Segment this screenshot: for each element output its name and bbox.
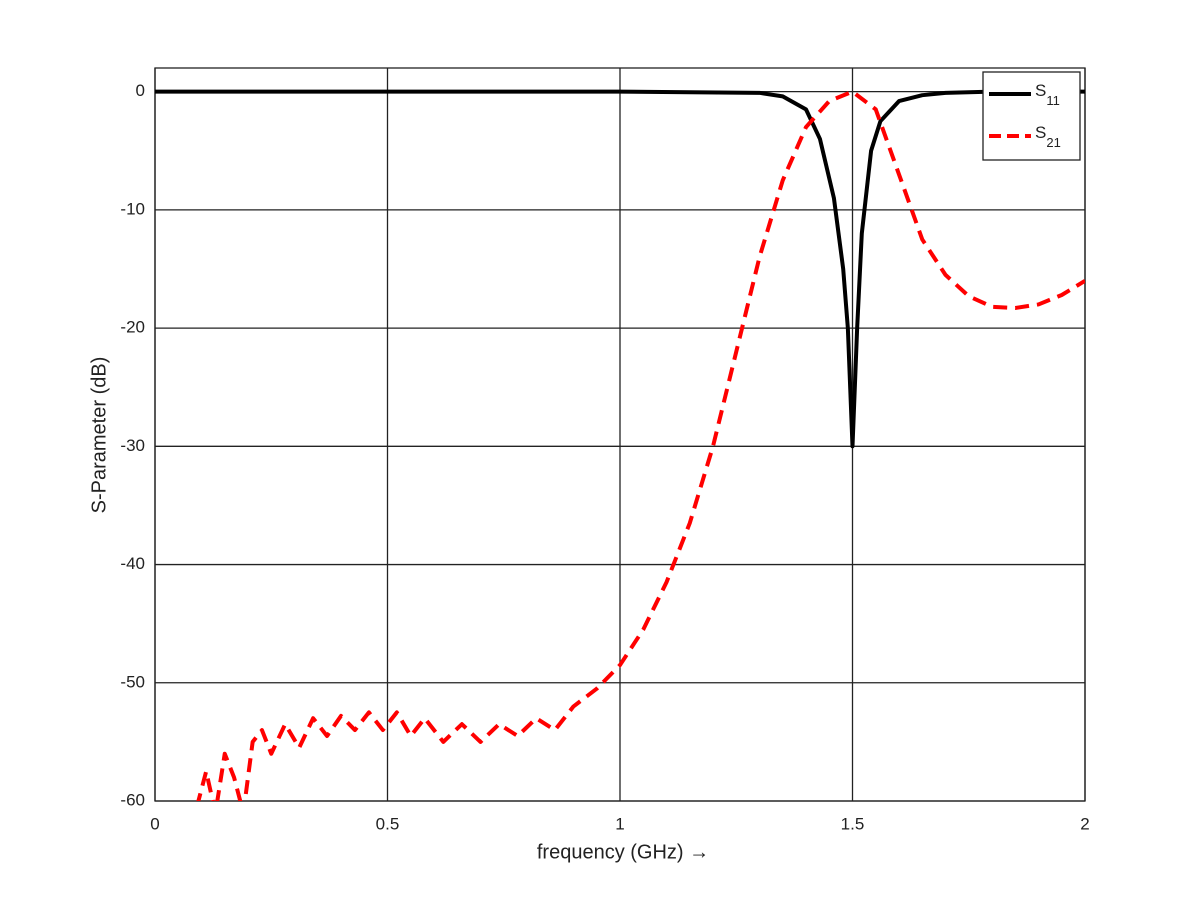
x-tick-label: 0 [150, 814, 159, 833]
x-tick-label: 0.5 [376, 814, 400, 833]
y-tick-label: -60 [120, 790, 145, 809]
y-axis-label: S-Parameter (dB) [88, 357, 110, 514]
legend-label: S11 [1035, 81, 1060, 108]
y-tick-label: -30 [120, 436, 145, 455]
x-axis-label: frequency (GHz) → [537, 841, 709, 863]
axes-frame [154, 67, 1086, 802]
x-tick-label: 2 [1080, 814, 1089, 833]
legend-label: S21 [1035, 123, 1061, 150]
x-tick-label: 1.5 [841, 814, 865, 833]
series-line [155, 89, 1085, 449]
y-tick-label: 0 [136, 81, 145, 100]
legend-box [982, 71, 1081, 161]
y-tick-label: -50 [120, 672, 145, 691]
y-tick-label: -20 [120, 318, 145, 337]
y-tick-label: -40 [120, 554, 145, 573]
y-tick-label: -10 [120, 199, 145, 218]
x-tick-label: 1 [615, 814, 624, 833]
plot-lines [155, 89, 1085, 801]
series-line [196, 89, 1085, 801]
